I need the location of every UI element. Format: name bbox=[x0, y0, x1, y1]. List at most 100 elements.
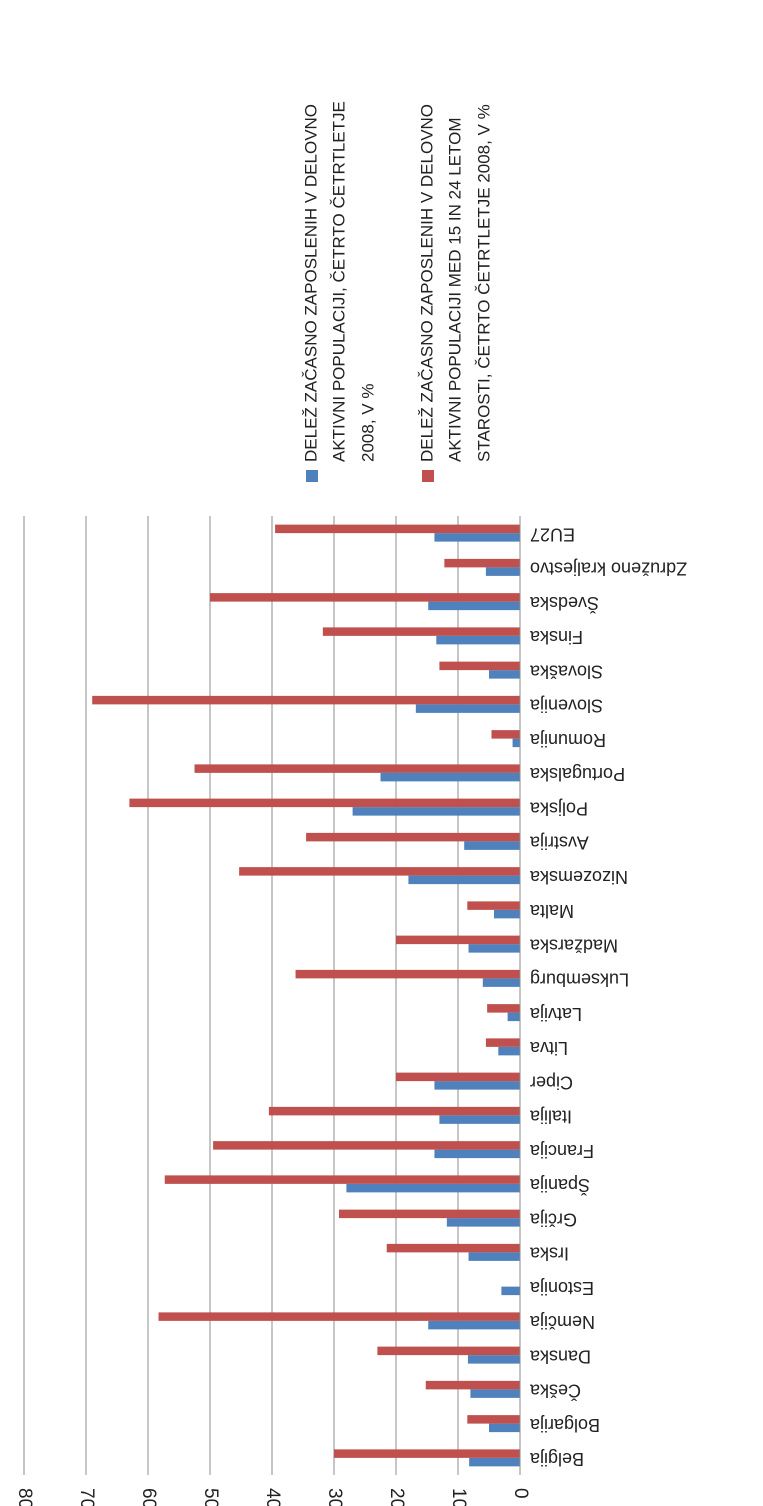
tick-label: 40 bbox=[262, 1488, 283, 1506]
bar-series-2 bbox=[396, 935, 520, 945]
category-label: Španija bbox=[529, 1175, 590, 1196]
category-label: EU27 bbox=[530, 524, 575, 544]
bar-series-2 bbox=[467, 901, 520, 910]
bar-series-2 bbox=[467, 1415, 520, 1424]
category-label: Švedska bbox=[529, 593, 599, 614]
category-label: Irska bbox=[529, 1244, 569, 1264]
category-label: Italija bbox=[529, 1107, 572, 1127]
bar-series-2 bbox=[322, 627, 520, 636]
bar-series-1 bbox=[352, 807, 520, 816]
bar-series-1 bbox=[489, 1423, 520, 1433]
legend-swatch bbox=[422, 470, 434, 482]
bar-series-1 bbox=[470, 1389, 520, 1398]
bar-series-1 bbox=[469, 1457, 520, 1467]
legend-label: 2008, V % bbox=[358, 384, 377, 462]
category-label: Madžarska bbox=[529, 935, 618, 955]
category-label: Estonija bbox=[529, 1278, 594, 1298]
bar-series-1 bbox=[468, 944, 520, 953]
legend-label: AKTIVNI POPULACIJI MED 15 IN 24 LETOM bbox=[445, 117, 464, 462]
bar-series-1 bbox=[464, 841, 520, 850]
category-label: Nizozemska bbox=[529, 867, 628, 887]
category-label: Malta bbox=[529, 901, 574, 921]
legend-swatch bbox=[306, 470, 318, 482]
bar-series-2 bbox=[444, 558, 520, 568]
tick-label: 30 bbox=[324, 1488, 345, 1506]
category-label: Portugalska bbox=[529, 764, 625, 784]
value-axis-ticks: 0 10 20 30 40 50 60 70 80 bbox=[14, 1488, 531, 1506]
category-label: Češka bbox=[529, 1381, 581, 1402]
bar-series-1 bbox=[436, 635, 520, 645]
category-label: Slovaška bbox=[529, 661, 603, 681]
category-label: Bolgarija bbox=[529, 1415, 600, 1435]
tick-label: 60 bbox=[138, 1488, 159, 1506]
category-label: Litva bbox=[529, 1038, 568, 1058]
bar-series bbox=[92, 524, 521, 1467]
category-label: Romunija bbox=[529, 730, 606, 750]
legend-label: DELEŽ ZAČASNO ZAPOSLENIH V DELOVNO bbox=[417, 104, 436, 462]
bar-series-1 bbox=[434, 1149, 520, 1159]
bar-series-1 bbox=[468, 1252, 520, 1261]
category-label: Ciper bbox=[530, 1072, 573, 1092]
bar-series-2 bbox=[377, 1346, 520, 1356]
bar-series-2 bbox=[158, 1312, 521, 1321]
bar-series-1 bbox=[498, 1046, 520, 1056]
category-label: Nemčija bbox=[529, 1312, 595, 1332]
bar-series-1 bbox=[415, 704, 520, 713]
bar-series-1 bbox=[507, 1012, 520, 1022]
bar-series-2 bbox=[129, 798, 520, 808]
bar-series-2 bbox=[306, 832, 520, 842]
tick-label: 0 bbox=[510, 1488, 531, 1499]
bar-series-1 bbox=[380, 772, 520, 782]
category-label: Latvija bbox=[529, 1004, 582, 1024]
gridlines bbox=[23, 516, 459, 1475]
category-label: Luksemburg bbox=[530, 970, 629, 990]
bar-series-1 bbox=[346, 1183, 520, 1193]
bar-series-1 bbox=[446, 1218, 520, 1227]
legend-label: STAROSTI, ČETRTO ČETRTLETJE 2008, V % bbox=[474, 104, 493, 462]
bar-series-1 bbox=[485, 567, 520, 576]
bar-series-1 bbox=[493, 909, 520, 919]
legend: DELEŽ ZAČASNO ZAPOSLENIH V DELOVNO AKTIVN… bbox=[301, 101, 493, 482]
bar-series-2 bbox=[487, 1004, 520, 1013]
bar-series-2 bbox=[194, 764, 520, 773]
bar-series-2 bbox=[439, 661, 520, 671]
tick-label: 50 bbox=[200, 1488, 221, 1506]
tick-label: 70 bbox=[76, 1488, 97, 1506]
bar-series-1 bbox=[489, 670, 520, 679]
bar-series-1 bbox=[434, 533, 520, 542]
bar-series-2 bbox=[396, 1072, 520, 1082]
category-label: Finska bbox=[529, 627, 583, 647]
bar-series-2 bbox=[485, 1038, 520, 1047]
tick-label: 10 bbox=[448, 1488, 469, 1506]
category-label: Združeno kraljestvo bbox=[530, 559, 687, 579]
bar-series-2 bbox=[92, 695, 520, 705]
tick-label: 20 bbox=[386, 1488, 407, 1506]
bar-series-1 bbox=[439, 1115, 520, 1124]
bar-series-2 bbox=[295, 969, 520, 979]
category-axis-labels: Belgija Bolgarija Češka Dansk​a Nemčija Eston… bbox=[529, 524, 687, 1469]
bar-series-2 bbox=[210, 593, 520, 602]
bar-series-2 bbox=[275, 524, 520, 534]
bar-series-2 bbox=[425, 1380, 520, 1390]
bar-series-2 bbox=[268, 1106, 520, 1116]
legend-label: DELEŽ ZAČASNO ZAPOSLENIH V DELOVNO bbox=[301, 104, 320, 462]
bar-series-1 bbox=[482, 978, 520, 987]
category-label: Slovenija bbox=[529, 696, 603, 716]
legend-label: AKTIVNI POPULACIJI, ČETRTO ČETRTLETJE bbox=[329, 101, 348, 462]
bar-series-1 bbox=[408, 875, 520, 885]
bar-series-1 bbox=[428, 1320, 520, 1330]
bar-series-1 bbox=[428, 601, 520, 611]
bar-series-2 bbox=[338, 1209, 520, 1219]
bar-series-2 bbox=[164, 1175, 521, 1184]
bar-series-2 bbox=[334, 1449, 520, 1458]
bar-series-2 bbox=[491, 730, 520, 739]
category-label: Avstrija bbox=[529, 833, 589, 853]
category-label: Dansk​a bbox=[529, 1346, 591, 1366]
bar-series-2 bbox=[386, 1243, 520, 1253]
bar-series-1 bbox=[512, 738, 520, 748]
bar-series-1 bbox=[501, 1286, 520, 1296]
category-label: Poljska bbox=[529, 798, 588, 818]
category-label: Francija bbox=[529, 1141, 594, 1161]
bar-series-2 bbox=[239, 867, 520, 876]
